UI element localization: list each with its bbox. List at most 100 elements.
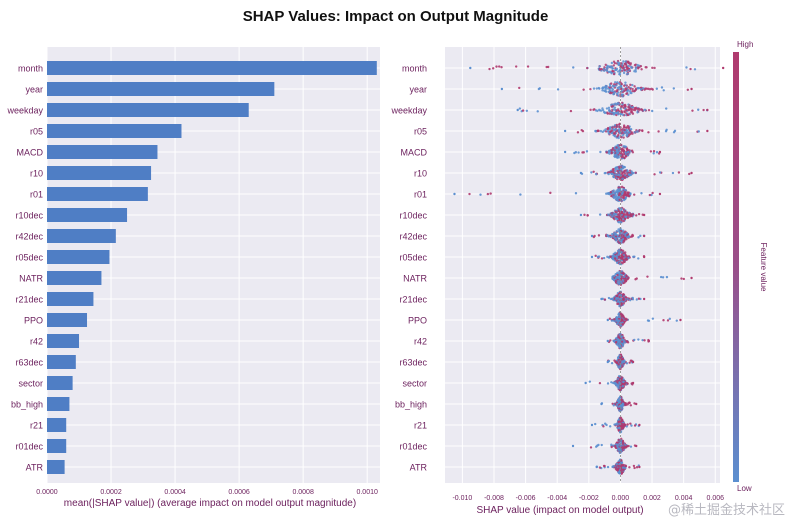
shap-point xyxy=(635,402,638,406)
shap-point xyxy=(556,88,560,91)
shap-point xyxy=(630,424,633,427)
shap-point xyxy=(620,340,624,343)
shap-point xyxy=(641,338,644,342)
shap-point xyxy=(621,385,625,388)
shap-point xyxy=(629,173,632,176)
bar xyxy=(47,229,116,243)
shap-point xyxy=(599,129,603,133)
shap-point xyxy=(606,255,609,259)
shap-point xyxy=(617,91,620,94)
shap-point xyxy=(623,359,626,362)
shap-point xyxy=(611,276,614,280)
shap-point xyxy=(625,340,628,343)
shap-point xyxy=(622,258,626,262)
shap-point xyxy=(626,297,629,301)
shap-point xyxy=(623,217,627,220)
shap-point xyxy=(657,130,660,133)
shap-point xyxy=(600,402,603,406)
shap-point xyxy=(618,146,621,150)
shap-point xyxy=(621,315,625,318)
shap-point xyxy=(637,257,640,260)
shap-point xyxy=(632,108,635,112)
shap-point xyxy=(617,438,620,442)
shap-point xyxy=(641,108,644,112)
shap-point xyxy=(627,276,630,279)
shap-point xyxy=(600,297,603,301)
shap-point xyxy=(617,220,620,224)
shap-point xyxy=(628,133,631,136)
bar-category-label: weekday xyxy=(6,106,43,116)
shap-point xyxy=(619,65,623,68)
shap-point xyxy=(672,87,676,90)
shap-point xyxy=(655,151,659,154)
shap-point xyxy=(605,69,609,73)
shap-point xyxy=(608,152,611,155)
shap-point xyxy=(633,131,636,134)
shap-point xyxy=(624,234,627,238)
shap-point xyxy=(626,403,629,406)
shap-point xyxy=(680,277,683,280)
shap-point xyxy=(613,381,617,384)
beeswarm-x-tick-label: -0.010 xyxy=(452,495,472,502)
shap-point xyxy=(613,91,617,94)
shap-point xyxy=(597,129,600,132)
shap-point xyxy=(617,102,620,106)
bar xyxy=(47,61,377,75)
shap-point xyxy=(622,380,625,384)
shap-point xyxy=(596,255,600,259)
shap-point xyxy=(640,129,644,132)
shap-point xyxy=(610,61,614,65)
shap-point xyxy=(613,233,617,237)
shap-point xyxy=(643,339,646,342)
shap-point xyxy=(563,150,567,154)
shap-point xyxy=(624,318,628,321)
shap-point xyxy=(594,130,597,133)
bar-category-label: bb_high xyxy=(11,400,43,410)
shap-point xyxy=(624,60,628,63)
shap-point xyxy=(622,66,625,69)
beeswarm-x-tick-label: -0.004 xyxy=(547,495,567,502)
shap-point xyxy=(613,83,616,86)
beeswarm-feature-label: month xyxy=(402,64,427,74)
shap-point xyxy=(653,66,656,70)
bar-category-label: year xyxy=(25,85,43,95)
shap-point xyxy=(611,67,614,70)
beeswarm-feature-label: r10 xyxy=(414,169,427,179)
shap-point xyxy=(614,210,617,213)
shap-point xyxy=(624,464,627,468)
shap-point xyxy=(621,463,625,467)
shap-point xyxy=(592,87,596,90)
shap-point xyxy=(697,130,700,133)
shap-point xyxy=(630,235,634,238)
shap-point xyxy=(584,381,587,385)
shap-point xyxy=(597,234,601,237)
shap-point xyxy=(690,87,693,91)
bar-category-label: month xyxy=(18,64,43,74)
shap-point xyxy=(621,113,625,116)
shap-point xyxy=(600,443,603,447)
shap-point xyxy=(622,136,625,139)
shap-point xyxy=(637,212,641,216)
shap-point xyxy=(545,65,548,69)
shap-point xyxy=(607,192,610,195)
shap-point xyxy=(629,422,632,425)
colorbar xyxy=(733,52,739,482)
shap-point xyxy=(605,84,608,88)
shap-point xyxy=(617,252,621,255)
shap-point xyxy=(631,89,634,93)
beeswarm-feature-label: r05 xyxy=(414,127,427,137)
shap-point xyxy=(618,420,622,424)
shap-point xyxy=(615,166,618,169)
shap-point xyxy=(610,131,614,135)
shap-point xyxy=(622,252,626,255)
shap-point xyxy=(665,107,668,110)
beeswarm-feature-label: r10dec xyxy=(399,211,427,221)
shap-point xyxy=(618,381,621,384)
shap-point xyxy=(606,127,610,131)
shap-point xyxy=(580,128,583,132)
shap-point xyxy=(615,317,618,320)
shap-point xyxy=(607,172,610,176)
shap-point xyxy=(626,382,629,385)
shap-point xyxy=(595,173,598,176)
shap-point xyxy=(633,466,636,470)
